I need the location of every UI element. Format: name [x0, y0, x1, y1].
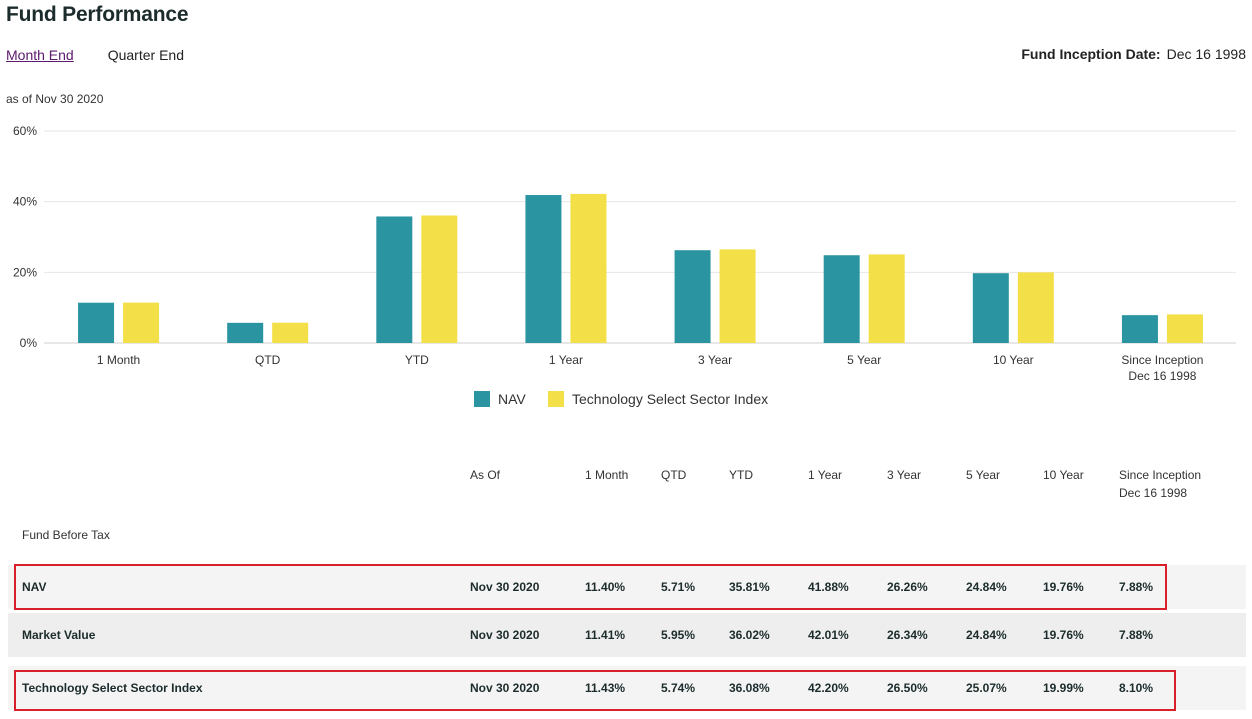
cell-since-inception: 8.10%	[1119, 681, 1154, 695]
y-tick-label: 40%	[13, 195, 37, 209]
x-category-label: Dec 16 1998	[1128, 369, 1196, 383]
section-fund-before-tax: Fund Before Tax	[22, 528, 110, 542]
legend-swatch-nav	[474, 391, 490, 407]
inception-label: Fund Inception Date:	[1021, 46, 1161, 62]
x-category-label: 1 Month	[97, 353, 140, 367]
cell-1-year: 42.01%	[808, 628, 849, 642]
col-since-inception: Since Inception Dec 16 1998	[1119, 468, 1202, 500]
bar-nav	[1121, 315, 1158, 343]
cell-ytd: 35.81%	[729, 580, 770, 594]
bar-nav	[227, 322, 264, 343]
bar-nav	[972, 273, 1009, 343]
col-as-of: As Of	[470, 468, 501, 482]
cell-as-of: Nov 30 2020	[470, 681, 540, 695]
x-category-label: QTD	[255, 353, 281, 367]
x-category-label: YTD	[405, 353, 429, 367]
table-row-market-value: Market Value Nov 30 2020 11.41% 5.95% 36…	[8, 613, 1246, 657]
col-1-year: 1 Year	[808, 468, 843, 482]
cell-qtd: 5.71%	[661, 580, 696, 594]
cell-qtd: 5.95%	[661, 628, 696, 642]
cell-since-inception: 7.88%	[1119, 580, 1154, 594]
cell-since-inception: 7.88%	[1119, 628, 1154, 642]
row-label: NAV	[22, 580, 47, 594]
bar-index	[1166, 314, 1203, 343]
y-tick-label: 60%	[13, 124, 37, 138]
y-tick-label: 0%	[20, 336, 38, 350]
x-category-label: 1 Year	[549, 353, 583, 367]
y-tick-label: 20%	[13, 265, 37, 279]
col-1-month: 1 Month	[585, 468, 629, 482]
bar-index	[123, 302, 160, 343]
bar-nav	[525, 195, 562, 343]
col-3-year: 3 Year	[887, 468, 922, 482]
cell-3-year: 26.26%	[887, 580, 928, 594]
bar-nav	[823, 255, 860, 343]
bar-index	[719, 249, 756, 343]
cell-5-year: 24.84%	[966, 628, 1007, 642]
cell-1-year: 41.88%	[808, 580, 849, 594]
cell-ytd: 36.08%	[729, 681, 770, 695]
col-ytd: YTD	[729, 468, 753, 482]
bar-index	[570, 193, 607, 343]
legend-label-nav: NAV	[498, 391, 526, 407]
cell-1-month: 11.41%	[585, 628, 626, 642]
fund-inception: Fund Inception Date: Dec 16 1998	[1021, 46, 1246, 62]
page-title: Fund Performance	[6, 3, 189, 26]
cell-as-of: Nov 30 2020	[470, 580, 540, 594]
cell-1-month: 11.40%	[585, 580, 626, 594]
bar-nav	[78, 302, 115, 343]
as-of-date: as of Nov 30 2020	[6, 92, 104, 106]
row-label: Technology Select Sector Index	[22, 681, 203, 695]
period-tabs: Month End Quarter End	[6, 47, 184, 63]
cell-10-year: 19.99%	[1043, 681, 1084, 695]
x-category-label: 10 Year	[993, 353, 1034, 367]
tab-quarter-end[interactable]: Quarter End	[107, 47, 184, 63]
col-qtd: QTD	[661, 468, 687, 482]
cell-qtd: 5.74%	[661, 681, 696, 695]
cell-3-year: 26.50%	[887, 681, 928, 695]
bar-nav	[674, 250, 711, 343]
legend-label-index: Technology Select Sector Index	[572, 391, 768, 407]
legend-swatch-index	[548, 391, 564, 407]
inception-value: Dec 16 1998	[1166, 46, 1246, 62]
performance-bar-chart: 0% 20% 40% 60% 1 Month QTD YTD 1 Year 3 Year 5 Ye…	[13, 124, 1236, 407]
bar-index	[868, 254, 905, 343]
col-10-year: 10 Year	[1043, 468, 1084, 482]
cell-5-year: 25.07%	[966, 681, 1007, 695]
cell-1-year: 42.20%	[808, 681, 849, 695]
table-row-nav: NAV Nov 30 2020 11.40% 5.71% 35.81% 41.8…	[8, 565, 1246, 609]
table-header: As Of 1 Month QTD YTD 1 Year 3 Year 5 Ye…	[0, 466, 1252, 506]
cell-5-year: 24.84%	[966, 580, 1007, 594]
x-category-label: 3 Year	[698, 353, 732, 367]
row-label: Market Value	[22, 628, 96, 642]
x-category-label: Since Inception	[1121, 353, 1203, 367]
tab-month-end[interactable]: Month End	[6, 47, 74, 63]
cell-1-month: 11.43%	[585, 681, 626, 695]
bar-nav	[376, 216, 413, 343]
table-row-index: Technology Select Sector Index Nov 30 20…	[8, 666, 1246, 710]
cell-as-of: Nov 30 2020	[470, 628, 540, 642]
cell-10-year: 19.76%	[1043, 580, 1084, 594]
bar-index	[272, 322, 309, 343]
cell-3-year: 26.34%	[887, 628, 928, 642]
cell-10-year: 19.76%	[1043, 628, 1084, 642]
col-5-year: 5 Year	[966, 468, 1001, 482]
x-category-label: 5 Year	[847, 353, 881, 367]
bar-index	[1017, 272, 1054, 343]
bar-index	[421, 215, 458, 343]
cell-ytd: 36.02%	[729, 628, 770, 642]
